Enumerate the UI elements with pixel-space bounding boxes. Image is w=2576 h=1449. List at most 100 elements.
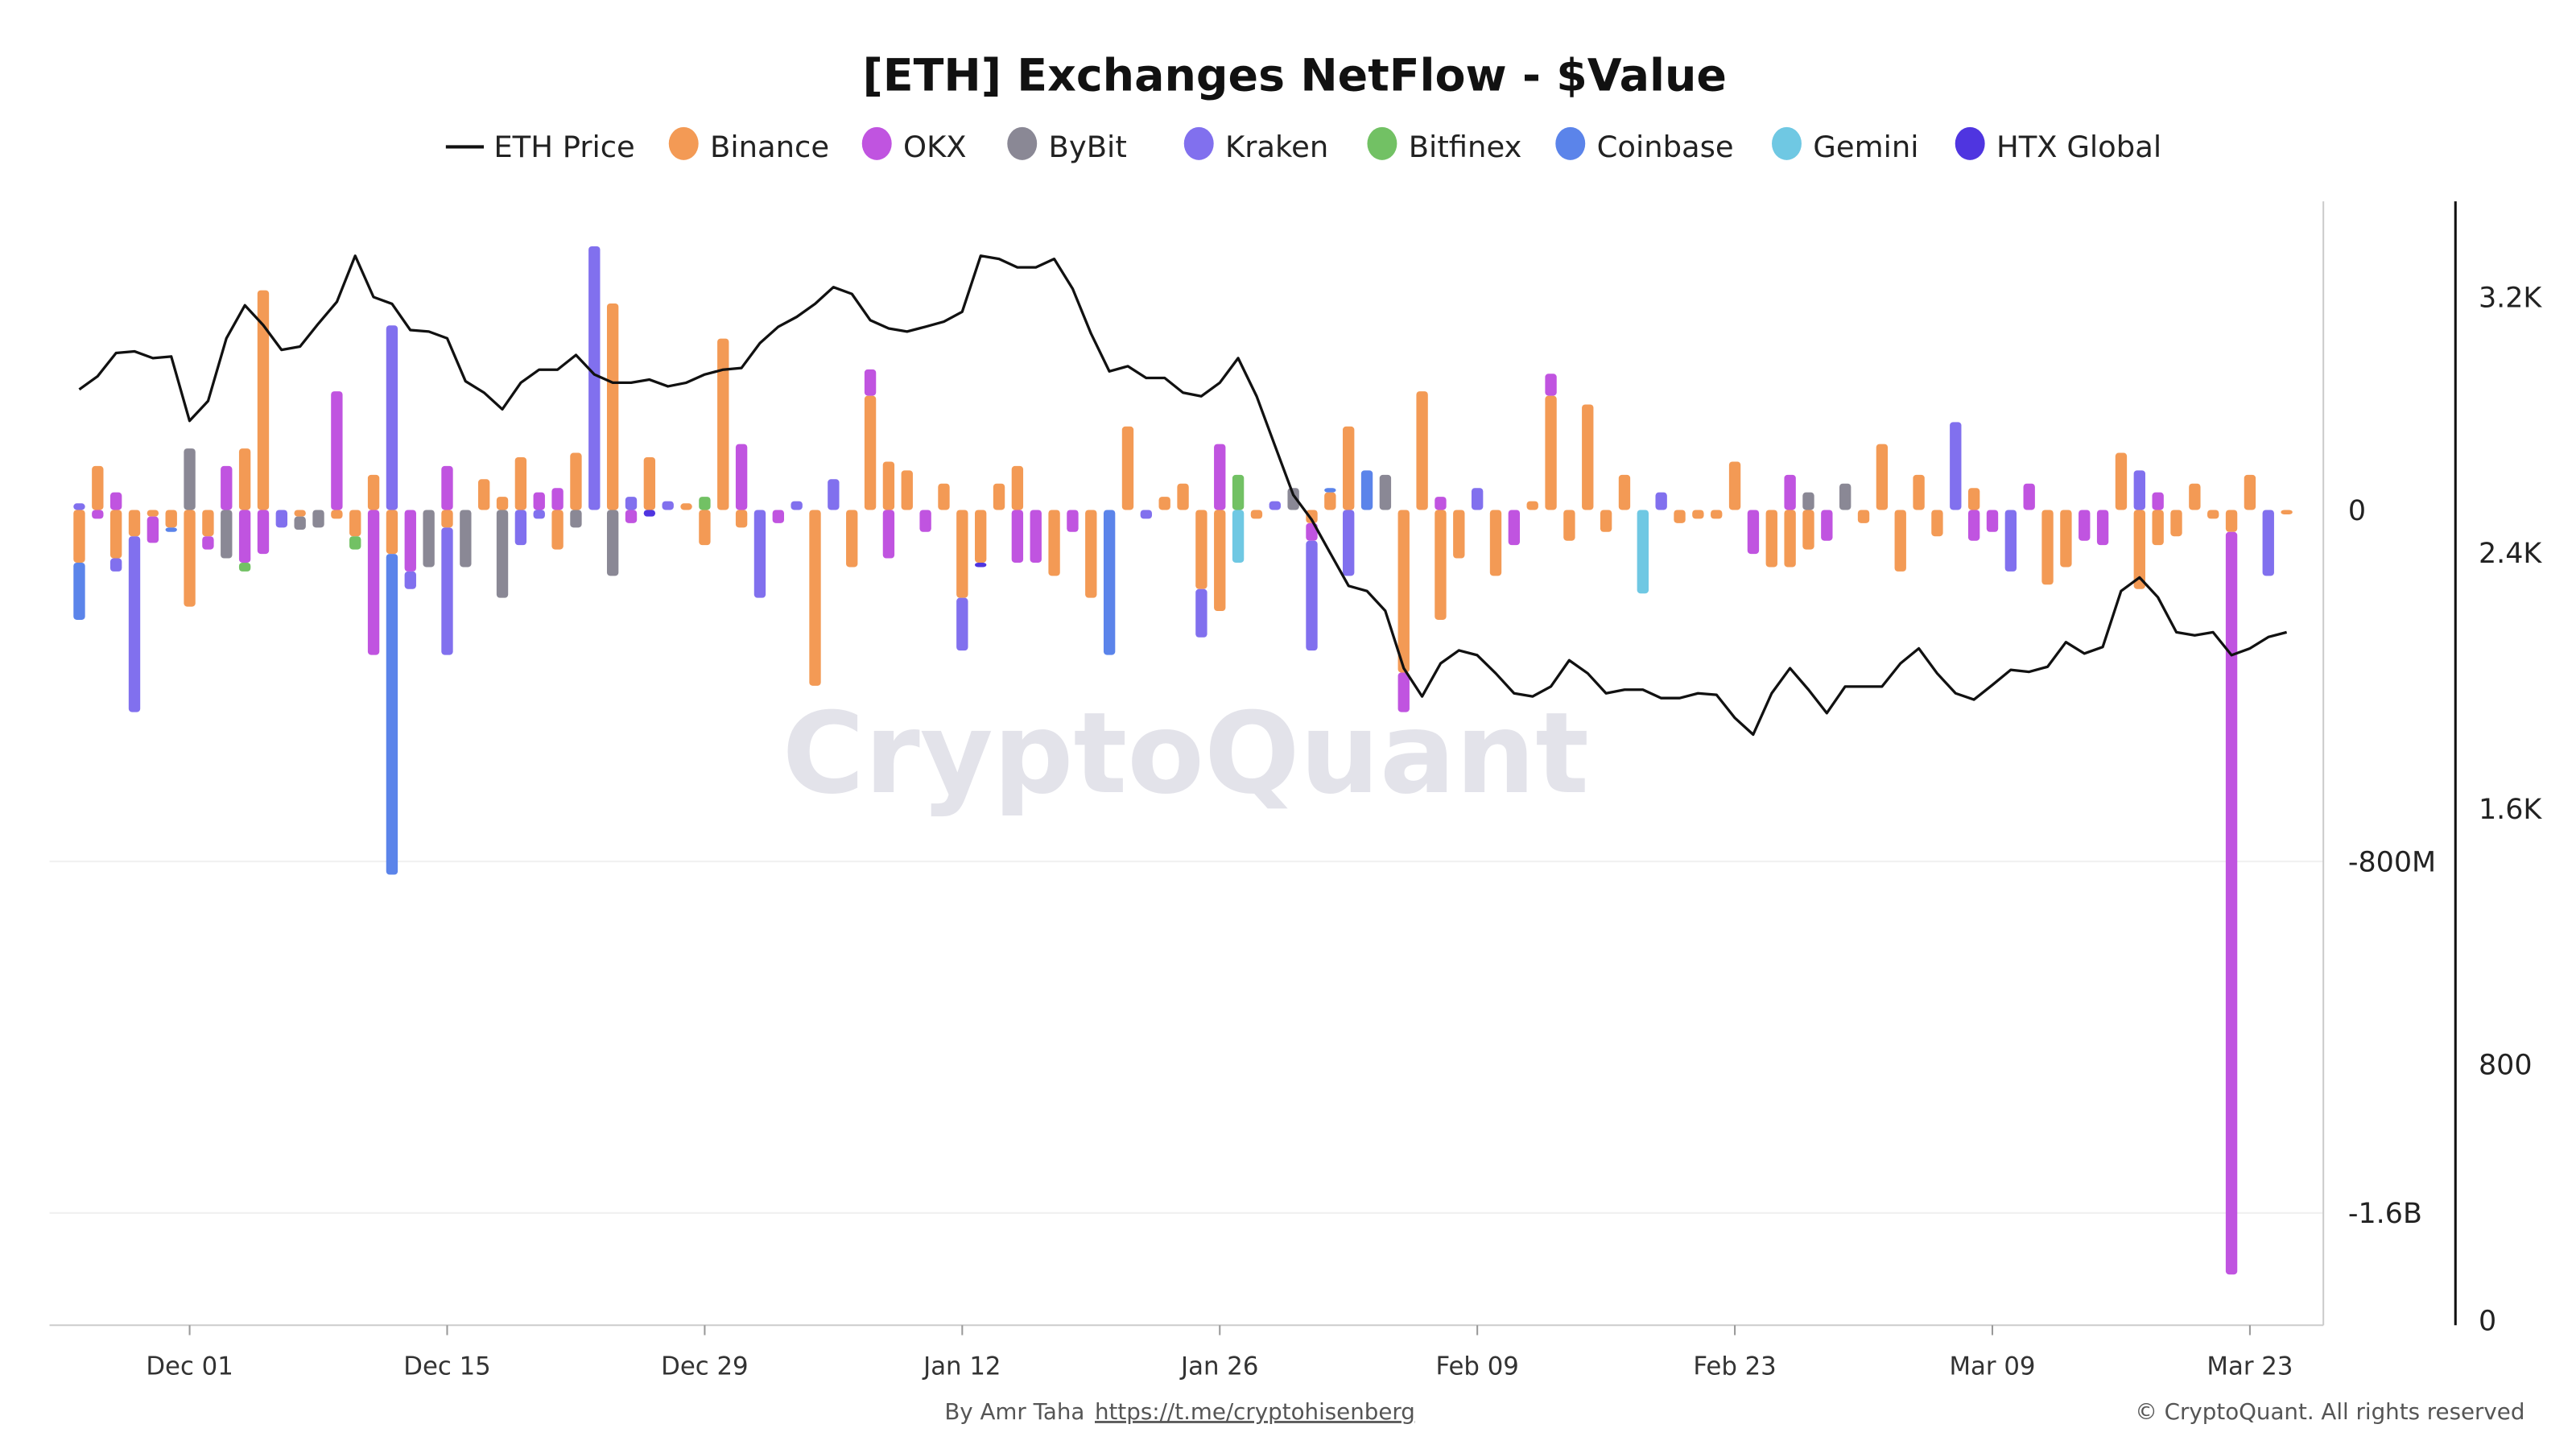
- bar-binance: [1784, 510, 1796, 568]
- bar-okx: [441, 465, 453, 510]
- bar-okx: [202, 536, 214, 550]
- right-tick-label: 0: [2479, 1305, 2496, 1337]
- bar-kraken: [386, 325, 398, 510]
- footer-link[interactable]: https://t.me/cryptohisenberg: [1095, 1398, 1415, 1425]
- bar-binance: [2189, 483, 2201, 510]
- bar-okx: [109, 492, 122, 510]
- bar-kraken: [128, 536, 141, 712]
- bar-gemini: [1232, 510, 1245, 563]
- bar-binance: [1435, 510, 1447, 620]
- x-tick-label: Jan 26: [1179, 1352, 1258, 1381]
- bar-binance: [699, 510, 711, 546]
- bar-okx: [2096, 510, 2109, 546]
- bar-binance: [938, 483, 950, 510]
- right-tick-label: 800: [2479, 1050, 2533, 1082]
- bar-binance: [882, 461, 895, 510]
- left-tick-label: -800M: [2348, 846, 2436, 878]
- bar-binance: [956, 510, 968, 598]
- bar-kraken: [1269, 501, 1281, 510]
- bar-binance: [2207, 510, 2219, 519]
- legend-dot-icon: [861, 126, 892, 160]
- bar-okx: [1435, 497, 1447, 510]
- bar-binance: [1711, 510, 1723, 519]
- bar-bybit: [1379, 474, 1392, 510]
- bar-binance: [717, 338, 729, 510]
- bar-okx: [1986, 510, 1999, 532]
- bar-bybit: [221, 510, 233, 559]
- footer-copyright: © CryptoQuant. All rights reserved: [2135, 1398, 2524, 1425]
- bar-bybit: [1287, 488, 1299, 510]
- bar-binance: [1343, 426, 1355, 510]
- bar-kraken: [2004, 510, 2017, 572]
- bar-okx: [1067, 510, 1079, 532]
- bar-okx: [1821, 510, 1833, 541]
- bar-binance: [1048, 510, 1060, 576]
- bar-binance: [1416, 391, 1428, 510]
- bar-okx: [735, 444, 748, 510]
- bar-kraken: [1950, 422, 1962, 510]
- bar-kraken: [662, 501, 674, 510]
- bar-binance: [1802, 510, 1814, 550]
- legend-label-kraken: Kraken: [1225, 130, 1328, 164]
- bar-kraken: [441, 527, 453, 655]
- bar-bybit: [423, 510, 435, 568]
- bar-binance: [643, 456, 656, 510]
- legend-label-okx: OKX: [903, 130, 967, 164]
- bar-okx: [92, 510, 104, 519]
- bar-okx: [404, 510, 416, 572]
- bar-binance: [1967, 488, 1980, 510]
- bar-binance: [1728, 461, 1741, 510]
- bar-bybit: [1839, 483, 1852, 510]
- bar-binance: [1582, 404, 1594, 510]
- x-tick-label: Dec 29: [661, 1352, 748, 1381]
- legend-dot-icon: [1367, 126, 1397, 160]
- bar-binance: [1324, 492, 1336, 510]
- x-tick-label: Mar 09: [1950, 1352, 2036, 1381]
- bars: [73, 246, 2293, 1275]
- x-tick-label: Mar 23: [2207, 1352, 2293, 1381]
- chart-title: [ETH] Exchanges NetFlow - $Value: [862, 51, 1726, 102]
- bar-kraken: [404, 571, 416, 589]
- bar-coinbase: [165, 527, 177, 532]
- bar-binance: [1894, 510, 1906, 572]
- bar-okx: [1545, 374, 1557, 396]
- bar-binance: [2060, 510, 2072, 568]
- bar-binance: [1545, 395, 1557, 510]
- bar-kraken: [625, 497, 638, 510]
- bar-binance: [441, 510, 453, 528]
- bar-kraken: [2262, 510, 2274, 576]
- bar-okx: [919, 510, 931, 532]
- bar-binance: [1011, 465, 1024, 510]
- bar-bybit: [184, 448, 196, 510]
- bar-kraken: [109, 558, 122, 572]
- bar-binance: [606, 303, 619, 510]
- bar-bybit: [312, 510, 324, 528]
- bar-bybit: [570, 510, 582, 528]
- bar-bitfinex: [238, 562, 251, 572]
- bar-coinbase: [1103, 510, 1116, 655]
- bar-binance: [1563, 510, 1575, 541]
- bar-okx: [533, 492, 545, 510]
- bar-okx: [331, 391, 343, 510]
- bar-kraken: [1343, 510, 1355, 576]
- bar-binance: [1876, 444, 1889, 510]
- bar-okx: [882, 510, 895, 559]
- bar-binance: [73, 510, 85, 563]
- bar-kraken: [1195, 588, 1208, 638]
- bar-binance: [2170, 510, 2182, 537]
- bar-okx: [2079, 510, 2091, 541]
- bar-bybit: [294, 516, 306, 530]
- bar-binance: [386, 510, 398, 555]
- bar-binance: [1526, 501, 1538, 510]
- bar-kraken: [791, 501, 803, 510]
- right-tick-label: 1.6K: [2479, 794, 2542, 826]
- bar-binance: [331, 510, 343, 519]
- bar-binance: [1674, 510, 1686, 523]
- left-tick-label: -1.6B: [2348, 1198, 2422, 1230]
- bar-binance: [202, 510, 214, 537]
- bar-coinbase: [1324, 488, 1336, 493]
- bar-binance: [1250, 510, 1263, 519]
- bar-bybit: [1802, 492, 1814, 510]
- legend-label-coinbase: Coinbase: [1597, 130, 1734, 164]
- bar-kraken: [1306, 540, 1318, 651]
